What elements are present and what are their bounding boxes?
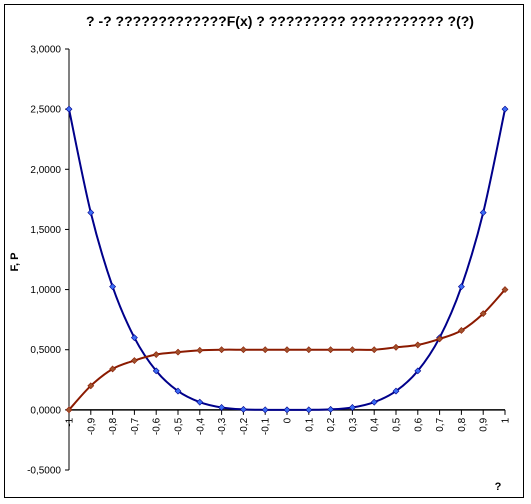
series-1-point	[239, 405, 247, 413]
series-2-point	[305, 346, 313, 354]
x-tick-label: -0,1	[261, 417, 272, 435]
series-1-point	[327, 405, 335, 413]
series-1-point	[65, 105, 73, 113]
x-tick-label: 0	[283, 417, 294, 423]
y-axis-label: F, P	[9, 253, 21, 272]
x-axis-label: ?	[495, 481, 502, 493]
series-1-point	[218, 404, 226, 411]
series-1-point	[261, 406, 269, 414]
series-1-point	[457, 283, 465, 291]
x-tick-label: 0,5	[392, 417, 403, 431]
series-1-point	[414, 367, 422, 375]
series-1-point	[87, 209, 95, 217]
series-2-point	[392, 343, 400, 351]
series-1-point	[370, 398, 378, 406]
chart-title: ? -? ?????????????F(x) ? ????????? ?????…	[86, 13, 474, 29]
y-tick-label: 2,5000	[30, 105, 61, 116]
series-2-point	[218, 346, 226, 354]
x-tick-label: 0,2	[326, 417, 337, 431]
x-tick-label: -0,2	[239, 417, 250, 435]
series-2-point	[436, 335, 444, 343]
series-2-point	[348, 346, 356, 354]
x-tick-label: -0,3	[217, 417, 228, 435]
series-1-point	[479, 209, 487, 217]
x-tick-label: -0,9	[86, 417, 97, 435]
series-2-point	[87, 382, 95, 390]
series-2-point	[130, 357, 138, 364]
x-tick-label: 0,1	[304, 417, 315, 431]
series-1-point	[152, 367, 160, 375]
series-2-point	[196, 346, 204, 354]
x-tick-label: -1	[65, 417, 76, 426]
series-2-point	[327, 346, 335, 354]
series-2-point	[370, 346, 378, 354]
x-tick-label: 1	[501, 417, 512, 423]
series-2-point	[501, 286, 509, 293]
x-tick-label: -0,5	[174, 417, 185, 435]
series-1-point	[305, 406, 313, 414]
y-tick-label: 1,5000	[30, 225, 61, 236]
series-2-point	[283, 346, 291, 354]
series-2-point	[239, 346, 247, 354]
x-tick-label: 0,4	[370, 417, 381, 431]
x-tick-label: -0,7	[130, 417, 141, 435]
y-tick-label: -0,5000	[27, 466, 61, 477]
x-axis: -1 -0,9 -0,8 -0,7 -0,6 -0,5 -0,4 -0,3 -0,2 -0,1 0 0…	[65, 409, 512, 435]
x-tick-label: 0,3	[348, 417, 359, 431]
series-2-point	[457, 327, 465, 334]
series-1-point	[392, 387, 400, 395]
series-1-point	[109, 283, 117, 291]
y-axis: -0,5000 0,0000 0,5000 1,0000 1,5000 2,0000 2,5…	[27, 45, 70, 477]
series-1-line	[68, 108, 506, 411]
series-1-point	[283, 406, 291, 414]
series-1-point	[174, 387, 182, 395]
series-2-point	[174, 348, 182, 356]
series-2-point	[261, 346, 269, 354]
x-tick-label: 0,8	[457, 417, 468, 431]
y-tick-label: 2,0000	[30, 165, 61, 176]
x-tick-label: -0,6	[152, 417, 163, 435]
series-1-point	[348, 404, 356, 411]
series-1-point	[196, 398, 204, 406]
series-2-point	[414, 341, 422, 349]
y-tick-label: 0,0000	[30, 405, 61, 416]
y-tick-label: 3,0000	[30, 45, 61, 56]
series-1-point	[501, 105, 509, 113]
y-tick-label: 1,0000	[30, 285, 61, 296]
x-tick-label: -0,8	[108, 417, 119, 435]
x-tick-label: 0,6	[413, 417, 424, 431]
series-2-point	[109, 365, 117, 373]
x-tick-label: 0,9	[479, 417, 490, 431]
series-2-point	[65, 406, 73, 414]
series-1-point	[130, 334, 138, 342]
x-tick-label: 0,7	[435, 417, 446, 431]
series-group	[65, 105, 509, 414]
series-2-point	[152, 351, 160, 358]
series-2-point	[479, 310, 487, 318]
x-tick-label: -0,4	[195, 417, 206, 435]
y-tick-label: 0,5000	[30, 345, 61, 356]
chart-frame	[4, 4, 524, 498]
